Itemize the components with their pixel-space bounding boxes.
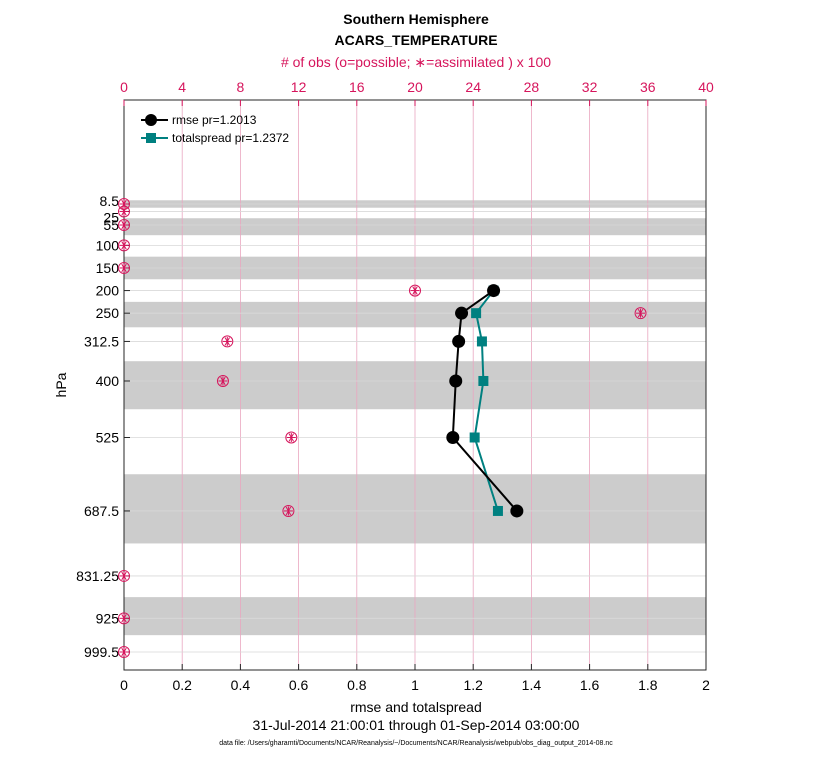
obs-possible-circle bbox=[118, 261, 130, 274]
top-tick-label: 36 bbox=[640, 79, 656, 95]
chart-subtitle: ACARS_TEMPERATURE bbox=[334, 32, 497, 48]
obs-count-marker bbox=[216, 374, 229, 387]
top-tick-label: 24 bbox=[465, 79, 481, 95]
bottom-tick-label: 2 bbox=[702, 677, 710, 693]
bottom-tick-label: 0.4 bbox=[231, 677, 251, 693]
bottom-tick-label: 0.6 bbox=[289, 677, 309, 693]
obs-possible-circle bbox=[221, 335, 234, 348]
bottom-tick-label: 1.2 bbox=[463, 677, 483, 693]
rmse-point bbox=[510, 504, 524, 518]
obs-count-marker bbox=[118, 261, 130, 274]
bottom-axis-ticks: 0 0.2 0.4 0.6 0.8 1 1.2 1.4 1.6 1.8 2 bbox=[120, 664, 710, 693]
obs-count-marker bbox=[285, 431, 298, 444]
totalspread-point bbox=[476, 336, 487, 347]
left-tick-label: 250 bbox=[96, 305, 120, 321]
bottom-tick-label: 1.8 bbox=[638, 677, 658, 693]
left-tick-label: 400 bbox=[96, 373, 120, 389]
top-tick-label: 32 bbox=[582, 79, 598, 95]
rmse-point bbox=[449, 374, 463, 388]
left-tick-label: 925 bbox=[96, 610, 120, 626]
left-tick-label: 25 bbox=[103, 209, 119, 225]
top-axis-ticks: 0 4 8 12 16 20 24 28 32 36 40 bbox=[120, 79, 714, 106]
left-tick-label: 55 bbox=[103, 217, 119, 233]
left-tick-label: 8.5 bbox=[100, 193, 120, 209]
top-tick-label: 40 bbox=[698, 79, 714, 95]
obs-count-marker bbox=[118, 205, 130, 218]
obs-count-marker bbox=[221, 335, 234, 348]
left-tick-label: 999.5 bbox=[84, 644, 119, 660]
obs-possible-circle bbox=[282, 504, 295, 517]
left-tick-label: 312.5 bbox=[84, 333, 119, 349]
top-tick-label: 12 bbox=[291, 79, 307, 95]
top-tick-label: 28 bbox=[524, 79, 540, 95]
top-axis-label: # of obs (o=possible; ∗=assimilated ) x … bbox=[281, 54, 551, 70]
obs-possible-circle bbox=[634, 307, 647, 320]
totalspread-point bbox=[469, 432, 480, 443]
obs-possible-circle bbox=[409, 284, 421, 297]
top-tick-label: 8 bbox=[237, 79, 245, 95]
obs-possible-circle bbox=[118, 219, 130, 232]
obs-possible-circle bbox=[285, 431, 298, 444]
bottom-tick-label: 1.6 bbox=[580, 677, 600, 693]
obs-possible-circle bbox=[118, 239, 130, 252]
totalspread-point bbox=[478, 375, 489, 386]
top-tick-label: 4 bbox=[178, 79, 186, 95]
chart-title: Southern Hemisphere bbox=[343, 11, 489, 27]
obs-possible-circle bbox=[118, 646, 130, 658]
left-tick-label: 687.5 bbox=[84, 503, 119, 519]
totalspread-point bbox=[471, 308, 482, 319]
obs-count-marker bbox=[118, 646, 130, 658]
obs-count-marker bbox=[634, 307, 647, 320]
obs-count-marker bbox=[118, 239, 130, 252]
rmse-line bbox=[451, 289, 518, 512]
legend-rmse-label: rmse pr=1.2013 bbox=[172, 113, 257, 127]
totalspread-point bbox=[492, 505, 503, 516]
obs-count-marker bbox=[282, 504, 295, 517]
rmse-point bbox=[487, 284, 501, 298]
obs-count-marker bbox=[118, 219, 130, 232]
legend-spread-label: totalspread pr=1.2372 bbox=[172, 131, 289, 145]
obs-possible-circle bbox=[216, 374, 229, 387]
y-axis-label: hPa bbox=[53, 372, 69, 397]
obs-possible-circle bbox=[118, 612, 130, 625]
obs-count-marker bbox=[118, 612, 130, 625]
rmse-point bbox=[455, 306, 469, 320]
top-tick-label: 20 bbox=[407, 79, 423, 95]
obs-count-markers bbox=[118, 198, 647, 658]
bottom-tick-label: 0 bbox=[120, 677, 128, 693]
obs-count-marker bbox=[409, 284, 421, 297]
grid-lines bbox=[124, 100, 706, 670]
bottom-tick-label: 0.2 bbox=[172, 677, 192, 693]
bottom-tick-label: 1.4 bbox=[522, 677, 542, 693]
bottom-tick-label: 0.8 bbox=[347, 677, 367, 693]
left-tick-label: 150 bbox=[96, 260, 120, 276]
rmse-point bbox=[446, 430, 460, 444]
data-file-note: data file: /Users/gharamti/Documents/NCA… bbox=[219, 740, 613, 747]
legend-rmse-marker bbox=[145, 114, 157, 126]
rmse-point bbox=[452, 334, 466, 348]
bottom-tick-label: 1 bbox=[411, 677, 419, 693]
top-tick-label: 0 bbox=[120, 79, 128, 95]
legend-spread-marker bbox=[146, 133, 156, 143]
date-range: 31-Jul-2014 21:00:01 through 01-Sep-2014… bbox=[253, 717, 580, 733]
legend: rmse pr=1.2013 totalspread pr=1.2372 bbox=[141, 113, 289, 145]
top-tick-label: 16 bbox=[349, 79, 365, 95]
left-tick-label: 200 bbox=[96, 283, 120, 299]
obs-count-marker bbox=[118, 569, 130, 582]
obs-possible-circle bbox=[118, 205, 130, 218]
series-markers bbox=[446, 284, 524, 518]
left-tick-label: 525 bbox=[96, 429, 120, 445]
left-tick-label: 831.25 bbox=[76, 568, 119, 584]
obs-possible-circle bbox=[118, 569, 130, 582]
x-axis-label: rmse and totalspread bbox=[350, 699, 482, 715]
left-tick-label: 100 bbox=[96, 237, 120, 253]
